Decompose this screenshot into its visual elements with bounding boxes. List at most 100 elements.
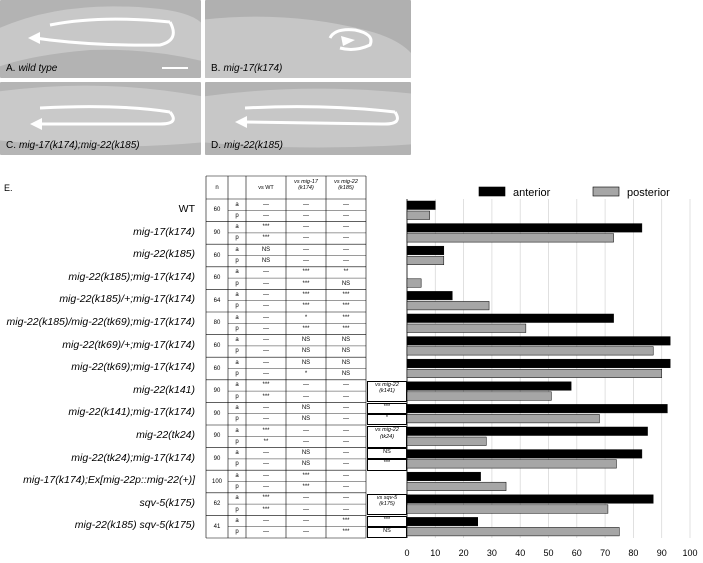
stat-cell: —: [263, 484, 269, 490]
stat-cell: NS: [341, 337, 351, 344]
stat-cell: —: [343, 201, 349, 208]
genotype-label: mig-22(k185);mig-17(k174): [68, 270, 195, 283]
panel-a: A. wild type: [0, 0, 201, 78]
bar-anterior: [406, 404, 668, 414]
stat-cell: —: [263, 325, 269, 332]
stat-cell: ***: [342, 529, 350, 536]
bar-anterior: [406, 494, 654, 504]
stat-cell: —: [343, 258, 349, 264]
row-a-label: a: [235, 427, 239, 434]
row-p-label: p: [235, 371, 239, 377]
stat-cell: —: [263, 472, 269, 479]
row-a-label: a: [235, 359, 239, 366]
stat-cell: NS: [301, 348, 311, 355]
stat-cell: —: [263, 314, 269, 321]
row-a-label: a: [235, 201, 239, 208]
stat-cell: —: [303, 235, 309, 242]
genotype-label: mig-22(tk69)/+;mig-17(k174): [62, 338, 195, 351]
row-a-label: a: [235, 382, 239, 389]
legend-label-anterior: anterior: [513, 187, 551, 199]
stat-cell: —: [303, 438, 309, 445]
row-p-label: p: [235, 325, 239, 332]
stat-cell: —: [303, 393, 309, 400]
stat-cell: —: [263, 291, 269, 298]
stat-cell: ***: [302, 291, 310, 298]
stat-cell: ***: [262, 506, 270, 513]
stat-cell: —: [263, 201, 269, 208]
side-box-header: vs sqv-5 (k175): [367, 493, 407, 516]
stat-cell: —: [343, 212, 349, 219]
stat-cell: —: [343, 224, 349, 231]
row-p-label: p: [235, 416, 239, 423]
section-e-label: E.: [4, 183, 13, 193]
row-p-label: p: [235, 393, 239, 400]
panel-d-label: D. mig-22(k185): [211, 140, 283, 151]
side-box-value: ***: [367, 459, 407, 471]
row-p-label: p: [235, 348, 239, 355]
bar-anterior: [406, 426, 648, 436]
n-cell: 100: [211, 478, 222, 485]
genotype-label: mig-17(k174);Ex[mig-22p::mig-22(+)]: [23, 474, 195, 487]
stat-cell: ***: [302, 303, 310, 310]
stat-cell: NS: [341, 348, 351, 355]
bar-anterior: [406, 291, 453, 301]
stat-cell: ***: [262, 235, 270, 242]
side-box-value: ***: [367, 515, 407, 528]
side-box-title: vs mig-22: [375, 381, 399, 388]
stat-cell: —: [263, 517, 269, 524]
side-box-header: vs mig-22 (tk24): [367, 426, 407, 448]
n-cell: 90: [213, 229, 221, 236]
x-tick-label: 20: [459, 548, 469, 558]
stat-cell: —: [303, 506, 309, 513]
stat-cell: —: [343, 472, 349, 479]
x-tick-label: 40: [515, 548, 525, 558]
bar-posterior: [406, 278, 422, 288]
row-p-label: p: [235, 506, 239, 513]
n-cell: 80: [213, 320, 221, 327]
genotype-label: mig-22(tk24);mig-17(k174): [71, 451, 195, 464]
n-cell: 41: [213, 523, 221, 530]
n-cell: 90: [213, 455, 221, 462]
stat-cell: NS: [301, 404, 311, 411]
genotype-label: mig-17(k174): [133, 225, 195, 238]
stat-cell: —: [343, 450, 349, 457]
bar-anterior: [406, 223, 643, 233]
n-cell: 60: [213, 342, 221, 349]
header-vs-mig22: vs mig-22 (k185): [334, 179, 358, 192]
header-n: n: [215, 185, 219, 191]
row-a-label: a: [235, 450, 239, 457]
bar-anterior: [406, 313, 614, 323]
stat-cell: —: [263, 348, 269, 355]
stat-cell: —: [263, 212, 269, 219]
stat-cell: —: [343, 393, 349, 400]
stat-cell: —: [343, 484, 349, 490]
row-a-label: a: [235, 224, 239, 231]
stat-cell: —: [263, 371, 269, 377]
stat-cell: —: [343, 416, 349, 423]
stat-cell: NS: [301, 416, 311, 423]
header-vs-wt: vs WT: [258, 185, 274, 191]
n-cell: 60: [213, 365, 221, 372]
stat-cell: ***: [262, 224, 270, 231]
bar-posterior: [406, 459, 617, 469]
bar-posterior: [406, 346, 654, 356]
stat-cell: ***: [342, 517, 350, 524]
panel-a-label: A. wild type: [6, 63, 58, 74]
bar-anterior: [406, 245, 445, 255]
stat-cell: NS: [301, 337, 311, 344]
stat-cell: ***: [302, 484, 310, 490]
genotype-label: mig-22(k185)/+;mig-17(k174): [59, 293, 195, 306]
bar-posterior: [406, 481, 507, 491]
x-tick-label: 80: [628, 548, 638, 558]
stat-cell: —: [303, 427, 309, 434]
row-a-label: a: [235, 472, 239, 479]
stat-cell: ***: [262, 382, 270, 389]
row-p-label: p: [235, 303, 239, 310]
stat-cell: —: [343, 506, 349, 513]
stat-cell: —: [263, 416, 269, 423]
row-a-label: a: [235, 246, 239, 253]
stat-cell: —: [303, 246, 309, 253]
chart-svg: 0102030405060708090100Abnormal DTC migra…: [404, 186, 698, 558]
n-cell: 90: [213, 433, 221, 440]
panel-c-image: [0, 85, 201, 147]
